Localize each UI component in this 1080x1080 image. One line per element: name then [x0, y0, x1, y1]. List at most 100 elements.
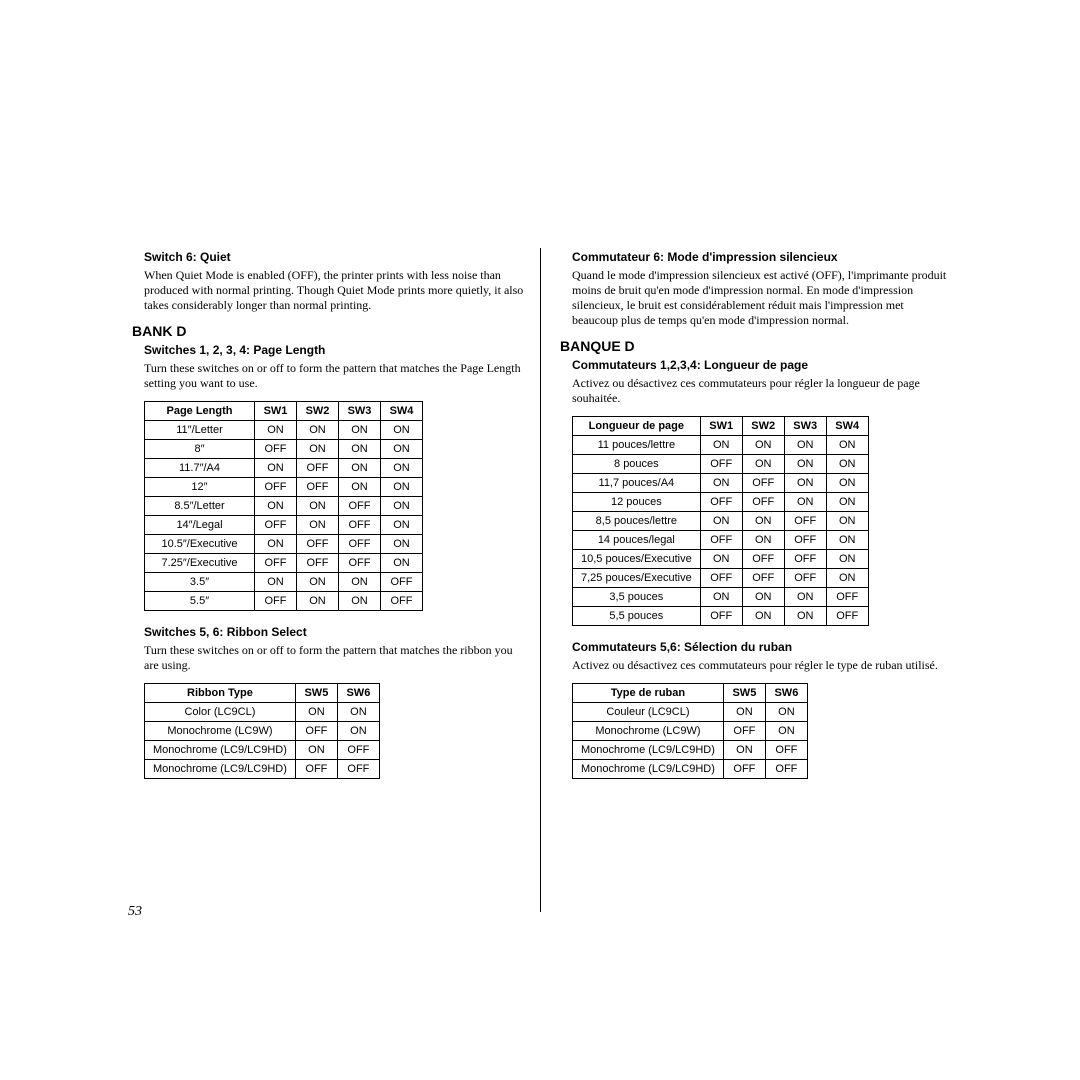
- table-cell: ON: [742, 436, 784, 455]
- table-cell: OFF: [255, 478, 297, 497]
- table-cell: OFF: [700, 455, 742, 474]
- table-cell: ON: [826, 455, 868, 474]
- table-cell: ON: [826, 474, 868, 493]
- table-row: 3.5″ONONONOFF: [145, 573, 423, 592]
- table-cell: ON: [255, 421, 297, 440]
- table-cell: 11,7 pouces/A4: [573, 474, 701, 493]
- table-cell: OFF: [723, 760, 765, 779]
- table-cell: ON: [381, 459, 423, 478]
- table-row: Monochrome (LC9/LC9HD)ONOFF: [573, 741, 808, 760]
- table-cell: ON: [297, 516, 339, 535]
- table-cell: 7.25″/Executive: [145, 554, 255, 573]
- table-cell: ON: [337, 703, 379, 722]
- table-cell: ON: [339, 421, 381, 440]
- table-cell: OFF: [339, 535, 381, 554]
- table-cell: Monochrome (LC9/LC9HD): [145, 760, 296, 779]
- table-cell: OFF: [255, 554, 297, 573]
- table-cell: Couleur (LC9CL): [573, 703, 724, 722]
- table-cell: 8″: [145, 440, 255, 459]
- table-cell: ON: [700, 436, 742, 455]
- table-cell: 5.5″: [145, 592, 255, 611]
- table-cell: OFF: [784, 512, 826, 531]
- table-cell: OFF: [381, 592, 423, 611]
- table-row: 11″/LetterONONONON: [145, 421, 423, 440]
- content-columns: Switch 6: Quiet When Quiet Mode is enabl…: [132, 250, 952, 793]
- table-cell: ON: [742, 607, 784, 626]
- table-header: SW1: [255, 402, 297, 421]
- table-cell: ON: [784, 455, 826, 474]
- table-cell: ON: [765, 703, 807, 722]
- table-cell: ON: [255, 535, 297, 554]
- table-row: 11 pouces/lettreONONONON: [573, 436, 869, 455]
- table-header: Longueur de page: [573, 417, 701, 436]
- table-cell: OFF: [297, 478, 339, 497]
- table-cell: OFF: [700, 493, 742, 512]
- table-cell: OFF: [742, 569, 784, 588]
- table-row: 8 poucesOFFONONON: [573, 455, 869, 474]
- table-header: SW4: [381, 402, 423, 421]
- table-row: Couleur (LC9CL)ONON: [573, 703, 808, 722]
- table-cell: 12 pouces: [573, 493, 701, 512]
- table-cell: ON: [700, 550, 742, 569]
- table-cell: OFF: [339, 497, 381, 516]
- table-cell: OFF: [295, 760, 337, 779]
- table-cell: ON: [742, 588, 784, 607]
- table-cell: OFF: [784, 569, 826, 588]
- pagelength-body-fr: Activez ou désactivez ces commutateurs p…: [572, 376, 952, 406]
- table-header: SW2: [297, 402, 339, 421]
- table-cell: OFF: [826, 607, 868, 626]
- table-row: 7.25″/ExecutiveOFFOFFOFFON: [145, 554, 423, 573]
- table-cell: ON: [381, 516, 423, 535]
- table-header: SW5: [723, 684, 765, 703]
- table-cell: 11 pouces/lettre: [573, 436, 701, 455]
- pagelength-body-en: Turn these switches on or off to form th…: [144, 361, 524, 391]
- table-row: 8,5 pouces/lettreONONOFFON: [573, 512, 869, 531]
- table-cell: OFF: [295, 722, 337, 741]
- table-row: 5.5″OFFONONOFF: [145, 592, 423, 611]
- table-header: SW6: [337, 684, 379, 703]
- table-cell: ON: [297, 592, 339, 611]
- table-cell: OFF: [381, 573, 423, 592]
- table-row: 14 pouces/legalOFFONOFFON: [573, 531, 869, 550]
- table-row: 5,5 poucesOFFONONOFF: [573, 607, 869, 626]
- table-cell: ON: [339, 573, 381, 592]
- table-cell: ON: [700, 474, 742, 493]
- column-divider: [540, 248, 541, 912]
- table-cell: 12″: [145, 478, 255, 497]
- table-cell: 3,5 pouces: [573, 588, 701, 607]
- table-cell: OFF: [765, 760, 807, 779]
- table-cell: 14 pouces/legal: [573, 531, 701, 550]
- ribbon-body-en: Turn these switches on or off to form th…: [144, 643, 524, 673]
- table-row: Monochrome (LC9/LC9HD)ONOFF: [145, 741, 380, 760]
- table-header: SW3: [339, 402, 381, 421]
- table-cell: 7,25 pouces/Executive: [573, 569, 701, 588]
- table-header: Type de ruban: [573, 684, 724, 703]
- table-cell: OFF: [742, 493, 784, 512]
- column-english: Switch 6: Quiet When Quiet Mode is enabl…: [132, 250, 524, 793]
- table-cell: ON: [742, 455, 784, 474]
- table-cell: ON: [826, 512, 868, 531]
- pagelength-title-en: Switches 1, 2, 3, 4: Page Length: [144, 343, 524, 357]
- table-cell: ON: [297, 421, 339, 440]
- table-cell: ON: [381, 535, 423, 554]
- table-row: 8.5″/LetterONONOFFON: [145, 497, 423, 516]
- table-cell: ON: [742, 531, 784, 550]
- table-cell: OFF: [297, 459, 339, 478]
- table-cell: 8.5″/Letter: [145, 497, 255, 516]
- table-cell: OFF: [700, 607, 742, 626]
- table-row: Monochrome (LC9/LC9HD)OFFOFF: [145, 760, 380, 779]
- table-cell: ON: [700, 512, 742, 531]
- table-cell: ON: [381, 440, 423, 459]
- ribbon-table-en: Ribbon TypeSW5SW6Color (LC9CL)ONONMonoch…: [144, 683, 380, 779]
- bank-heading-fr: BANQUE D: [560, 338, 952, 354]
- table-cell: 14″/Legal: [145, 516, 255, 535]
- table-row: 8″OFFONONON: [145, 440, 423, 459]
- switch6-title-en: Switch 6: Quiet: [144, 250, 524, 264]
- table-cell: ON: [295, 741, 337, 760]
- table-cell: Monochrome (LC9W): [145, 722, 296, 741]
- ribbon-title-en: Switches 5, 6: Ribbon Select: [144, 625, 524, 639]
- table-cell: OFF: [337, 760, 379, 779]
- table-cell: ON: [255, 459, 297, 478]
- table-cell: ON: [700, 588, 742, 607]
- table-row: 7,25 pouces/ExecutiveOFFOFFOFFON: [573, 569, 869, 588]
